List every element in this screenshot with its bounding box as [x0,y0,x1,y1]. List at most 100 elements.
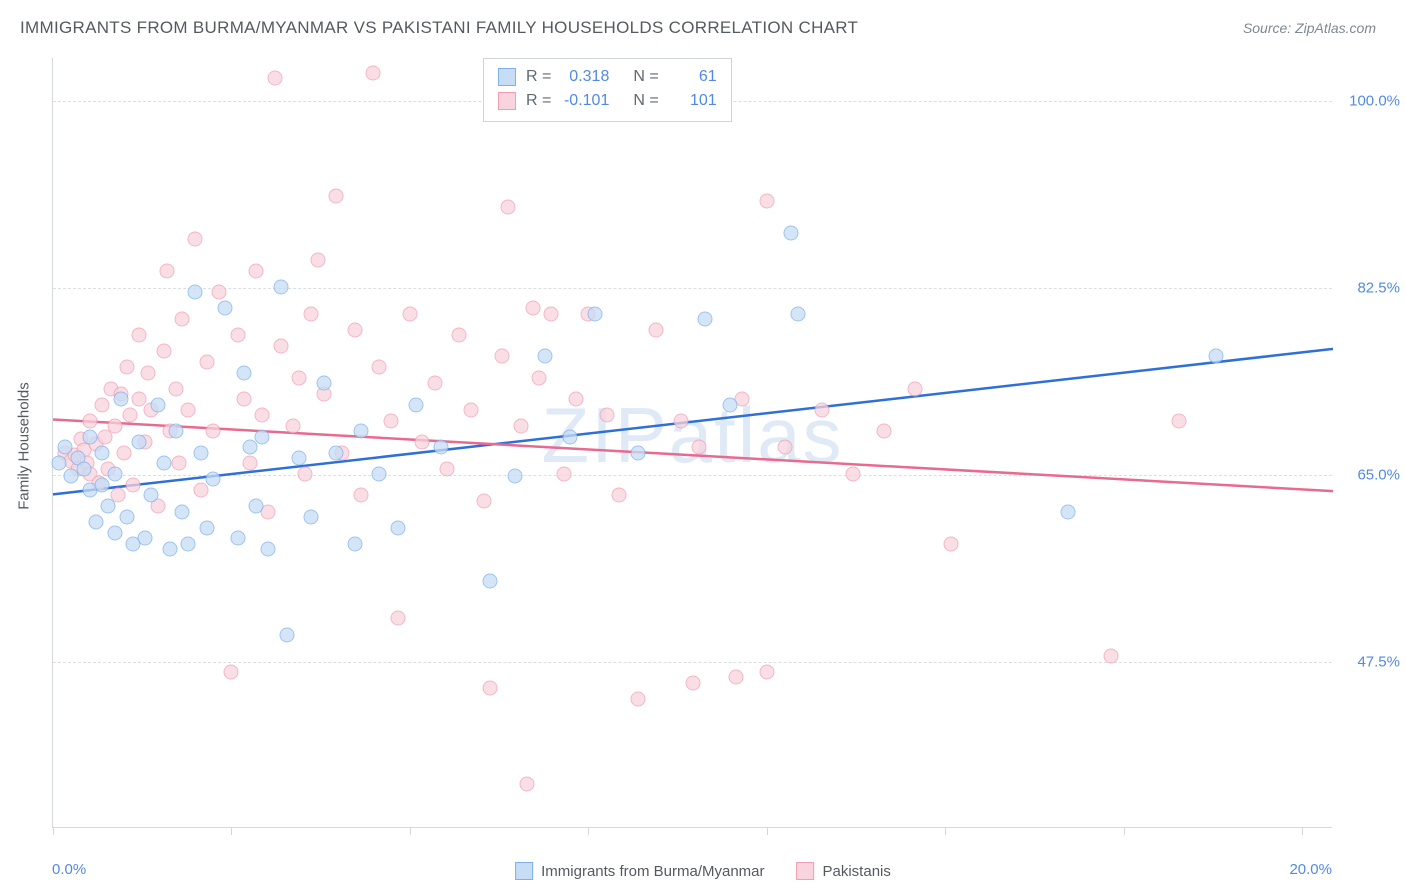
data-point [132,392,147,407]
data-point [169,381,184,396]
legend-swatch-0b [515,862,533,880]
x-axis-max-label: 20.0% [1289,861,1332,878]
data-point [89,515,104,530]
data-point [298,467,313,482]
data-point [532,370,547,385]
data-point [759,194,774,209]
data-point [372,360,387,375]
trend-line [53,419,1333,491]
data-point [181,402,196,417]
data-point [218,301,233,316]
data-point [187,231,202,246]
data-point [907,381,922,396]
data-point [236,392,251,407]
data-point [273,279,288,294]
data-point [249,263,264,278]
data-point [101,499,116,514]
data-point [122,408,137,423]
data-point [1209,349,1224,364]
data-point [52,456,67,471]
data-point [132,435,147,450]
y-axis-label: Family Households [16,382,33,510]
data-point [1172,413,1187,428]
data-point [95,445,110,460]
data-point [113,392,128,407]
data-point [126,477,141,492]
data-point [116,445,131,460]
data-point [286,418,301,433]
data-point [304,509,319,524]
data-point [599,408,614,423]
source-attribution: Source: ZipAtlas.com [1243,20,1376,36]
data-point [784,226,799,241]
data-point [279,627,294,642]
data-point [193,445,208,460]
data-point [181,536,196,551]
data-point [556,467,571,482]
y-tick-label: 47.5% [1340,654,1400,671]
x-tick [231,827,232,835]
data-point [353,488,368,503]
data-point [304,306,319,321]
data-point [538,349,553,364]
legend-swatch-0 [498,68,516,86]
data-point [162,541,177,556]
data-point [156,344,171,359]
data-point [630,445,645,460]
data-point [673,413,688,428]
data-point [384,413,399,428]
data-point [329,189,344,204]
data-point [372,467,387,482]
data-point [612,488,627,503]
data-point [119,509,134,524]
data-point [212,285,227,300]
data-point [433,440,448,455]
data-point [242,456,257,471]
data-point [353,424,368,439]
data-point [402,306,417,321]
data-point [482,574,497,589]
x-tick [945,827,946,835]
data-point [95,397,110,412]
legend-label-0: Immigrants from Burma/Myanmar [541,863,764,880]
bottom-legend: Immigrants from Burma/Myanmar Pakistanis [515,862,891,880]
data-point [82,429,97,444]
stats-row-series-0: R = 0.318 N = 61 [498,65,717,89]
data-point [119,360,134,375]
data-point [76,461,91,476]
data-point [169,424,184,439]
data-point [292,370,307,385]
data-point [255,429,270,444]
x-tick [1302,827,1303,835]
data-point [267,71,282,86]
data-point [95,477,110,492]
n-value-0: 61 [669,65,717,89]
data-point [58,440,73,455]
data-point [876,424,891,439]
data-point [199,520,214,535]
data-point [415,435,430,450]
x-tick [1124,827,1125,835]
data-point [649,322,664,337]
data-point [630,691,645,706]
data-point [482,680,497,695]
legend-swatch-1 [498,92,516,110]
r-value-0: 0.318 [561,65,609,89]
data-point [159,263,174,278]
data-point [242,440,257,455]
y-tick-label: 100.0% [1340,92,1400,109]
data-point [107,525,122,540]
data-point [526,301,541,316]
data-point [206,472,221,487]
data-point [439,461,454,476]
data-point [366,66,381,81]
data-point [815,402,830,417]
data-point [193,483,208,498]
data-point [390,520,405,535]
data-point [249,499,264,514]
data-point [141,365,156,380]
data-point [778,440,793,455]
data-point [82,413,97,428]
x-tick [53,827,54,835]
data-point [427,376,442,391]
